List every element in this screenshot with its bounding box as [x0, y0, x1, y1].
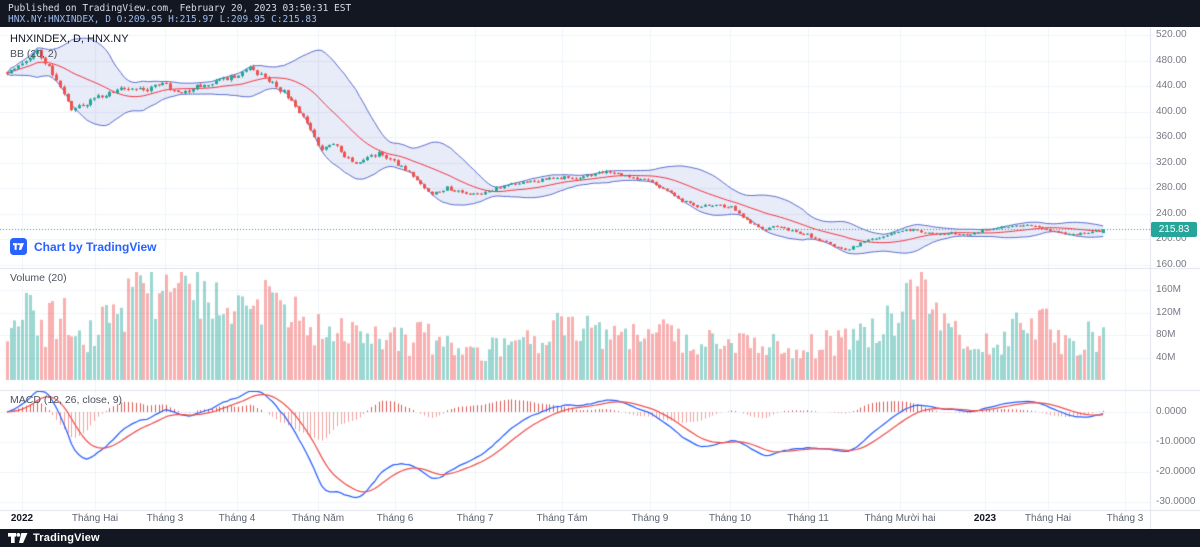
time-tick-label: 2023 [973, 513, 997, 524]
macd-tick-label: -20.0000 [1156, 466, 1196, 477]
last-price-badge: 215.83 [1151, 222, 1197, 237]
time-tick-label: Tháng 11 [787, 513, 829, 524]
tradingview-logo-icon [10, 238, 27, 255]
volume-tick-label: 40M [1156, 352, 1176, 363]
symbol-title: HNXINDEX, D, HNX.NY [10, 33, 129, 45]
macd-tick-label: -30.0000 [1156, 496, 1196, 507]
price-tick-label: 280.00 [1156, 182, 1187, 193]
time-tick-label: Tháng 4 [218, 513, 256, 524]
time-tick-label: Tháng 3 [146, 513, 184, 524]
time-tick-label: Tháng 6 [376, 513, 414, 524]
price-tick-label: 200.00 [1156, 233, 1187, 244]
price-tick-label: 160.00 [1156, 259, 1187, 270]
price-tick-label: 440.00 [1156, 80, 1187, 91]
chart-by-tradingview-link[interactable]: Chart by TradingView [10, 238, 156, 255]
chart-legend: HNXINDEX, D, HNX.NY BB (20, 2) [10, 33, 129, 60]
bb-indicator-label: BB (20, 2) [10, 48, 58, 60]
time-tick-label: Tháng Hai [1024, 513, 1072, 524]
price-tick-label: 360.00 [1156, 131, 1187, 142]
tradingview-brand-link[interactable]: TradingView [8, 532, 100, 544]
symbol-ohlc-line: HNX.NY:HNXINDEX, D O:209.95 H:215.97 L:2… [8, 14, 317, 25]
time-tick-label: 2022 [10, 513, 34, 524]
macd-tick-label: 0.0000 [1156, 406, 1187, 417]
macd-tick-label: -10.0000 [1156, 436, 1196, 447]
price-tick-label: 520.00 [1156, 29, 1187, 40]
macd-pane-label: MACD (12, 26, close, 9) [10, 394, 123, 406]
time-tick-label: Tháng Hai [71, 513, 119, 524]
brand-name: TradingView [33, 532, 100, 544]
time-tick-label: Tháng 9 [631, 513, 669, 524]
time-tick-label: Tháng Năm [291, 513, 345, 524]
time-tick-label: Tháng 7 [456, 513, 494, 524]
volume-pane-label: Volume (20) [10, 272, 67, 284]
price-tick-label: 480.00 [1156, 55, 1187, 66]
time-tick-label: Tháng 10 [708, 513, 752, 524]
publish-timestamp: Published on TradingView.com, February 2… [8, 3, 352, 14]
price-tick-label: 240.00 [1156, 208, 1187, 219]
price-tick-label: 320.00 [1156, 157, 1187, 168]
time-tick-label: Tháng Tám [536, 513, 588, 524]
watermark-label: Chart by TradingView [34, 239, 157, 254]
volume-tick-label: 120M [1156, 307, 1182, 318]
volume-tick-label: 80M [1156, 329, 1176, 340]
tradingview-mark-icon [8, 533, 28, 543]
price-tick-label: 400.00 [1156, 106, 1187, 117]
publish-header: Published on TradingView.com, February 2… [0, 0, 1200, 27]
volume-tick-label: 160M [1156, 284, 1182, 295]
time-tick-label: Tháng 3 [1106, 513, 1144, 524]
footer-bar: TradingView [0, 529, 1200, 547]
time-tick-label: Tháng Mười hai [864, 513, 936, 524]
